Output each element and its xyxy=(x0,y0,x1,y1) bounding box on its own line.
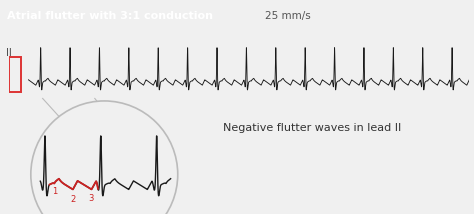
Text: Atrial flutter with 3:1 conduction: Atrial flutter with 3:1 conduction xyxy=(7,10,213,21)
Text: 1: 1 xyxy=(53,187,58,196)
Text: 2: 2 xyxy=(70,195,75,204)
Text: 3: 3 xyxy=(88,194,93,203)
Ellipse shape xyxy=(31,101,178,214)
Text: II: II xyxy=(6,49,12,58)
Text: 25 mm/s: 25 mm/s xyxy=(265,10,311,21)
Text: Negative flutter waves in lead II: Negative flutter waves in lead II xyxy=(223,123,401,133)
